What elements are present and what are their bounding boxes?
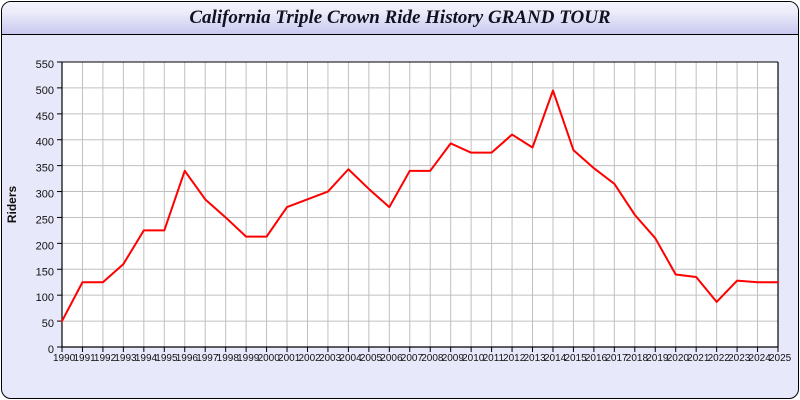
svg-text:150: 150 [36,266,54,278]
svg-text:400: 400 [36,137,54,149]
svg-text:2025: 2025 [769,353,792,364]
svg-text:100: 100 [36,292,54,304]
svg-text:1997: 1997 [196,353,219,364]
svg-text:2019: 2019 [646,353,669,364]
svg-text:2004: 2004 [339,353,362,364]
svg-text:2005: 2005 [360,353,383,364]
svg-text:2014: 2014 [544,353,567,364]
svg-text:2000: 2000 [258,353,281,364]
svg-text:2001: 2001 [278,353,301,364]
svg-text:2015: 2015 [564,353,587,364]
svg-text:2003: 2003 [319,353,342,364]
svg-text:2020: 2020 [667,353,690,364]
svg-text:550: 550 [36,59,54,71]
svg-text:2023: 2023 [728,353,751,364]
svg-text:2022: 2022 [708,353,731,364]
svg-text:350: 350 [36,163,54,175]
svg-text:2007: 2007 [401,353,424,364]
svg-text:2010: 2010 [462,353,485,364]
svg-text:300: 300 [36,189,54,201]
svg-text:2018: 2018 [626,353,649,364]
svg-text:2006: 2006 [380,353,403,364]
svg-text:1993: 1993 [114,353,137,364]
svg-text:500: 500 [36,85,54,97]
svg-text:1999: 1999 [237,353,260,364]
svg-text:1992: 1992 [94,353,117,364]
svg-text:2016: 2016 [585,353,608,364]
svg-text:2009: 2009 [442,353,465,364]
svg-text:2024: 2024 [749,353,772,364]
svg-text:2012: 2012 [503,353,526,364]
svg-text:50: 50 [42,318,54,330]
svg-text:1996: 1996 [176,353,199,364]
svg-text:2017: 2017 [605,353,628,364]
svg-text:2013: 2013 [524,353,547,364]
svg-text:250: 250 [36,214,54,226]
svg-text:2021: 2021 [687,353,710,364]
svg-text:1994: 1994 [135,353,158,364]
svg-text:2002: 2002 [298,353,321,364]
svg-text:1990: 1990 [53,353,76,364]
svg-text:1991: 1991 [73,353,96,364]
svg-text:450: 450 [36,111,54,123]
svg-text:Riders: Riders [5,186,19,224]
svg-text:1995: 1995 [155,353,178,364]
svg-text:1998: 1998 [217,353,240,364]
svg-text:2011: 2011 [483,353,505,364]
svg-text:2008: 2008 [421,353,444,364]
svg-text:200: 200 [36,240,54,252]
